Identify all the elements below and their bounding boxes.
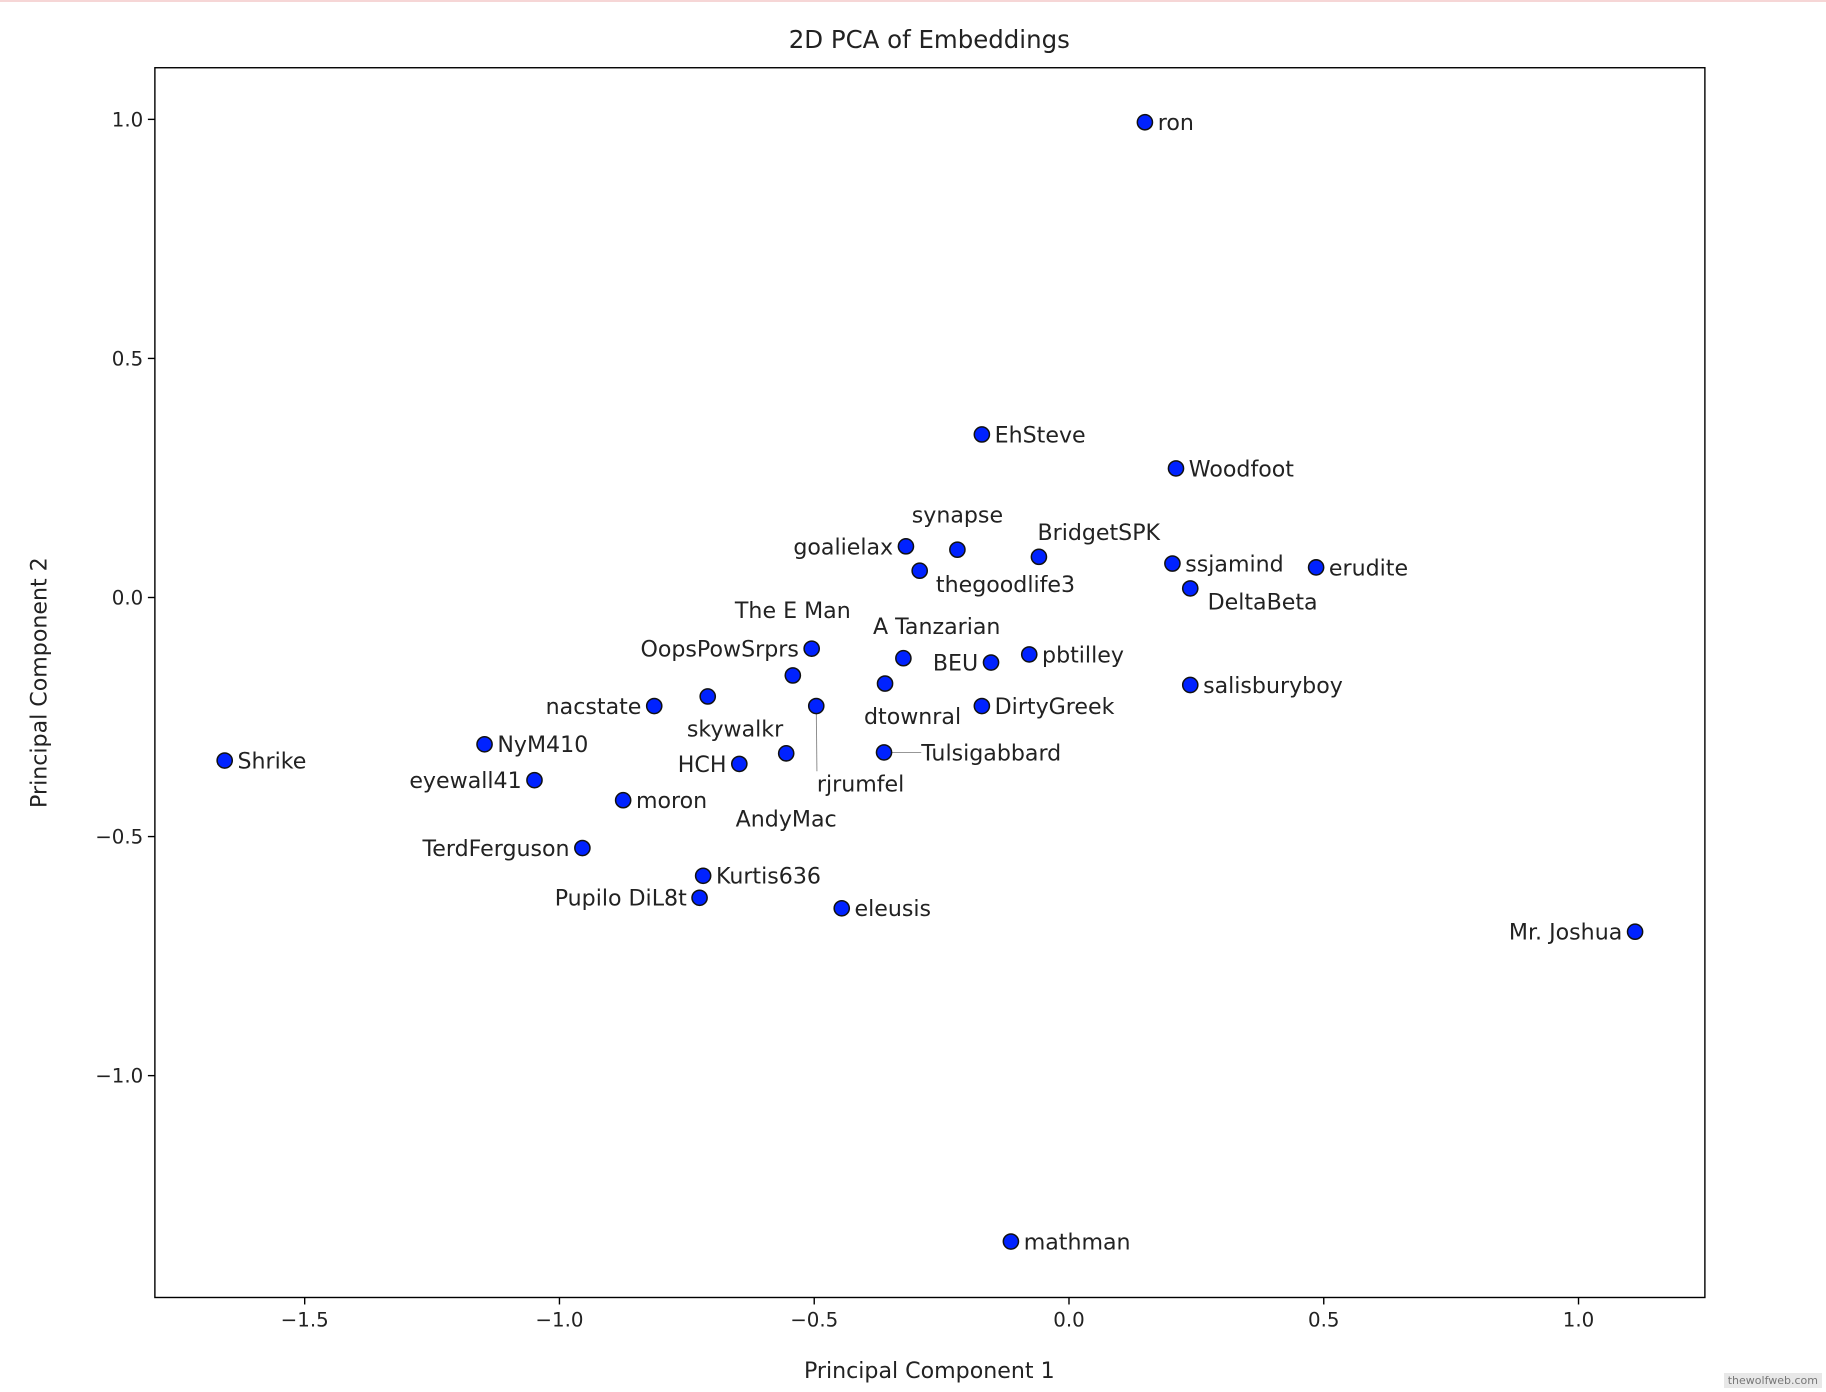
data-point bbox=[1181, 676, 1199, 694]
x-axis-label: Principal Component 1 bbox=[804, 1358, 1055, 1384]
data-point bbox=[1167, 460, 1185, 477]
point-label: ssjamind bbox=[1185, 552, 1283, 578]
data-point bbox=[476, 735, 493, 753]
data-point bbox=[973, 426, 991, 443]
point-label: Pupilo DiL8t bbox=[555, 886, 687, 912]
point-label: BridgetSPK bbox=[1037, 520, 1160, 546]
point-label: nacstate bbox=[546, 694, 642, 720]
y-tick-label: 0.0 bbox=[112, 586, 143, 609]
label-leader-line bbox=[815, 706, 818, 772]
top-border-line bbox=[0, 0, 1826, 2]
data-point bbox=[574, 839, 591, 857]
point-label: goalielax bbox=[793, 534, 893, 560]
point-label: dtownral bbox=[864, 704, 961, 730]
x-tick-label: 0.0 bbox=[1053, 1309, 1084, 1332]
point-label: DeltaBeta bbox=[1208, 590, 1318, 616]
data-point bbox=[1307, 559, 1325, 576]
point-label: Tulsigabbard bbox=[920, 740, 1061, 766]
point-label: moron bbox=[636, 788, 707, 814]
y-axis-ticks: 1.0 0.5 0.0 −0.5 −1.0 bbox=[95, 108, 155, 1088]
data-point bbox=[803, 640, 821, 657]
data-point bbox=[216, 752, 234, 769]
data-point bbox=[777, 745, 795, 762]
x-tick-label: −1.0 bbox=[535, 1309, 583, 1332]
y-tick-label: 0.5 bbox=[112, 347, 143, 370]
data-point bbox=[614, 791, 632, 809]
point-label: eyewall41 bbox=[409, 768, 521, 794]
point-label: synapse bbox=[912, 503, 1003, 529]
data-point bbox=[895, 649, 912, 667]
point-label: TerdFerguson bbox=[422, 836, 570, 862]
x-tick-label: 1.0 bbox=[1563, 1309, 1594, 1332]
point-label: rjrumfel bbox=[817, 771, 904, 797]
data-point bbox=[807, 697, 825, 715]
point-label: eleusis bbox=[855, 896, 932, 922]
watermark: thewolfweb.com bbox=[1723, 1373, 1822, 1388]
data-point bbox=[694, 867, 712, 885]
point-label: Woodfoot bbox=[1189, 456, 1294, 482]
point-label: A Tanzarian bbox=[873, 614, 1001, 640]
data-point bbox=[973, 697, 991, 715]
data-point bbox=[699, 688, 717, 705]
point-label: EhSteve bbox=[995, 422, 1086, 448]
data-point bbox=[1030, 548, 1048, 566]
chart-title: 2D PCA of Embeddings bbox=[789, 25, 1070, 54]
data-point bbox=[897, 538, 915, 555]
x-axis-ticks: −1.5 −1.0 −0.5 0.0 0.5 1.0 bbox=[281, 1297, 1594, 1332]
data-point bbox=[1020, 646, 1038, 663]
data-point bbox=[730, 755, 748, 773]
y-tick-label: 1.0 bbox=[112, 108, 143, 131]
point-label: NyM410 bbox=[497, 732, 588, 758]
point-label: OopsPowSrprs bbox=[640, 637, 798, 663]
point-label: DirtyGreek bbox=[995, 694, 1115, 720]
data-point bbox=[526, 771, 543, 789]
data-point bbox=[911, 562, 929, 580]
data-point bbox=[982, 654, 1000, 671]
data-point bbox=[1002, 1233, 1020, 1250]
y-axis-label: Principal Component 2 bbox=[27, 557, 53, 808]
point-label: pbtilley bbox=[1042, 642, 1124, 668]
point-label: ron bbox=[1158, 110, 1194, 136]
point-label: Shrike bbox=[238, 749, 307, 775]
point-label: BEU bbox=[933, 650, 978, 676]
data-point bbox=[1164, 555, 1181, 572]
point-label: thegoodlife3 bbox=[936, 572, 1075, 598]
data-point bbox=[1181, 580, 1199, 597]
y-tick-label: −0.5 bbox=[95, 826, 143, 849]
point-label: salisburyboy bbox=[1203, 673, 1343, 699]
point-label: The E Man bbox=[734, 598, 851, 624]
data-point bbox=[876, 675, 894, 692]
y-tick-label: −1.0 bbox=[95, 1065, 143, 1088]
data-points bbox=[216, 113, 1644, 1250]
point-labels: ron EhSteve Woodfoot goalielax synapse Bridge… bbox=[238, 110, 1623, 1255]
point-label: AndyMac bbox=[736, 807, 837, 833]
data-point bbox=[645, 697, 663, 715]
data-point bbox=[833, 899, 851, 917]
point-label: HCH bbox=[678, 752, 727, 778]
data-point bbox=[691, 889, 708, 907]
x-tick-label: 0.5 bbox=[1308, 1309, 1339, 1332]
plot-area-frame bbox=[154, 67, 1706, 1299]
x-tick-label: −0.5 bbox=[790, 1309, 838, 1332]
point-label: Mr. Joshua bbox=[1509, 920, 1622, 946]
data-point bbox=[1136, 113, 1154, 131]
x-tick-label: −1.5 bbox=[281, 1309, 329, 1332]
point-label: mathman bbox=[1024, 1230, 1131, 1256]
data-point bbox=[1626, 923, 1644, 941]
data-point bbox=[875, 744, 893, 761]
point-label: skywalkr bbox=[687, 717, 784, 743]
data-point bbox=[949, 541, 966, 559]
point-label: Kurtis636 bbox=[716, 864, 821, 890]
point-label: erudite bbox=[1329, 555, 1408, 581]
data-point bbox=[784, 667, 802, 684]
